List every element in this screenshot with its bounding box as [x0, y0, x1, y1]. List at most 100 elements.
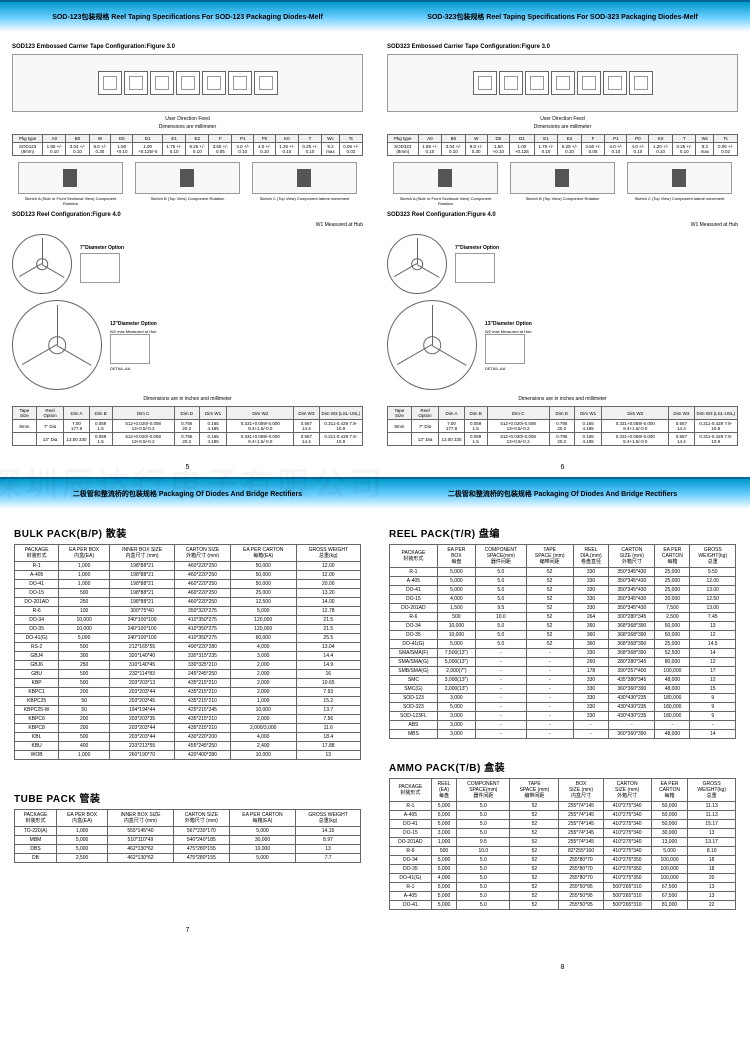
- table-row: 13" Dia13.00 3300.059 1.5512+0.020/-0.00…: [388, 433, 738, 446]
- table-cell: 13,000: [651, 838, 688, 847]
- table-cell: 50,000: [651, 802, 688, 811]
- table-cell: 435*215*210: [175, 679, 231, 688]
- table-header: P0: [627, 135, 649, 143]
- table-cell: 13: [296, 845, 361, 854]
- table-cell: KBPC8: [15, 724, 59, 733]
- table-cell: 2,000(7"): [437, 667, 475, 676]
- table-header: TAPESPACE (mm)编带间距: [510, 779, 559, 802]
- table-cell: 1,000: [59, 562, 110, 571]
- table-cell: 1,000: [230, 697, 296, 706]
- table-cell: 5.0: [457, 856, 510, 865]
- table-cell: 0.795 20.2: [174, 433, 199, 446]
- table-cell: 4.0 +/- 0.10: [605, 143, 627, 156]
- table-header: BOXSIZE (mm)内盒尺寸: [559, 779, 603, 802]
- table-cell: 52: [510, 811, 559, 820]
- table-cell: 13.20: [296, 589, 360, 598]
- table-header: P1: [232, 135, 254, 143]
- table-header: K0: [649, 135, 673, 143]
- table-cell: 20.00: [296, 580, 360, 589]
- table-header: COMPONENTSPACE(mm)器件间距: [475, 545, 526, 568]
- table-cell: 1,000: [57, 827, 108, 836]
- table-cell: 100,000: [651, 865, 688, 874]
- table-cell: 22: [688, 901, 736, 910]
- table-cell: 13" Dia: [411, 433, 439, 446]
- table-cell: 17.88: [296, 742, 360, 751]
- table-cell: 410*275*340: [603, 838, 651, 847]
- table-cell: 5.0: [457, 811, 510, 820]
- table-row: A-4055,0005.052255*74*145410*275*34050,0…: [390, 811, 736, 820]
- table-row: GBU500232*114*83245*245*2502,00016: [15, 670, 361, 679]
- table-header: E2: [558, 135, 582, 143]
- tube-table: PACKAGE封装形式EA PER BOX内盒(EA)INNER BOX SIZ…: [14, 809, 361, 863]
- table-cell: 255*74*145: [559, 811, 603, 820]
- tape-diagram-5: [12, 54, 363, 112]
- table-cell: KBPC6: [15, 715, 59, 724]
- detail-box: [485, 334, 525, 364]
- table-cell: 5.0: [457, 883, 510, 892]
- table-row: MBM5,000510*110*49540*240*18530,0008.97: [15, 836, 361, 845]
- table-cell: 7.7: [296, 854, 361, 863]
- table-cell: 5.0: [457, 865, 510, 874]
- table-cell: 7.93: [296, 688, 360, 697]
- table-cell: SOD-123FL: [390, 712, 438, 721]
- table-cell: 30,000: [651, 829, 688, 838]
- table-cell: R-1: [15, 562, 59, 571]
- table-cell: 512+0.020/-0.008 13+0.5/-0.2: [487, 433, 549, 446]
- table-header: Dim B: [464, 407, 487, 420]
- table-cell: 8.0 +/- 0.30: [89, 143, 111, 156]
- table-header: INNER BOX SIZE内盒尺寸 (mm): [108, 810, 174, 827]
- table-cell: 490*220*280: [175, 643, 231, 652]
- table-cell: 11.13: [688, 811, 736, 820]
- table-cell: 4.0 +/- 0.10: [232, 143, 254, 156]
- table-cell: 9: [690, 703, 736, 712]
- table-cell: DO-41(G): [390, 874, 432, 883]
- ammo-title: AMMO PACK(T/B) 盒装: [389, 759, 736, 774]
- table-cell: 13: [688, 892, 736, 901]
- table-cell: 0.059 1.5: [89, 433, 112, 446]
- table-cell: 350*345*430: [609, 568, 655, 577]
- table-cell: 260*190*70: [109, 751, 174, 760]
- table-cell: 14.00: [296, 598, 360, 607]
- table-cell: 330: [573, 577, 609, 586]
- table-cell: 2,500: [655, 613, 690, 622]
- table-cell: 12,500: [230, 598, 296, 607]
- table-cell: 8mm: [13, 420, 37, 433]
- page-num-5: 5: [0, 458, 375, 477]
- reel-row-7-5: 7"Diameter Option: [12, 234, 363, 294]
- table-cell: RS-2: [15, 643, 59, 652]
- table-cell: 50,000: [230, 562, 296, 571]
- table-cell: 512+0.020/-0.008 13+0.5/-0.2: [487, 420, 549, 433]
- table-cell: 203*203*13: [109, 679, 174, 688]
- table-cell: 198*88*21: [109, 580, 174, 589]
- table-cell: 4.0 +/- 0.10: [254, 143, 276, 156]
- table-cell: 203*203*44: [109, 733, 174, 742]
- table-cell: 400: [59, 742, 110, 751]
- table-cell: -: [690, 721, 736, 730]
- table-cell: 0.06 +/- 0.02: [714, 143, 738, 156]
- table-cell: 300: [59, 652, 110, 661]
- table-row: DO-3510,0005.052360368*368*39050,00012: [390, 631, 736, 640]
- table-cell: 1.00 +0.125: [509, 143, 534, 156]
- table-header: EA PER CARTON每箱(EA): [229, 810, 295, 827]
- table-cell: 260: [573, 658, 609, 667]
- table-cell: 3,000: [437, 721, 475, 730]
- table-cell: 203*203*35: [109, 715, 174, 724]
- table-cell: 52: [510, 856, 559, 865]
- table-cell: 52: [510, 883, 559, 892]
- table-cell: 2,000/3,000: [230, 724, 296, 733]
- table-cell: 16: [296, 670, 360, 679]
- table-cell: 240*100*100: [109, 616, 174, 625]
- table-header: PACKAGE封装形式: [390, 545, 438, 568]
- table-cell: 3.04 +/- 0.10: [66, 143, 89, 156]
- tape-cell: [176, 71, 200, 95]
- table-cell: 100,000: [651, 874, 688, 883]
- table-cell: -: [526, 721, 573, 730]
- table-header: Dim C: [112, 407, 174, 420]
- tape-title-5: SOD123 Embossed Carrier Tape Configurati…: [12, 44, 363, 50]
- table-cell: 3,000(13"): [437, 676, 475, 685]
- table-cell: 52: [526, 631, 573, 640]
- rotation-row-5: Sketch A (Side or Front Sectional View) …: [12, 162, 363, 206]
- table-row: KBPC25-W50194*194*44425*215*24510,00013.…: [15, 706, 361, 715]
- detail-box: [110, 334, 150, 364]
- table-cell: 21.5: [296, 625, 360, 634]
